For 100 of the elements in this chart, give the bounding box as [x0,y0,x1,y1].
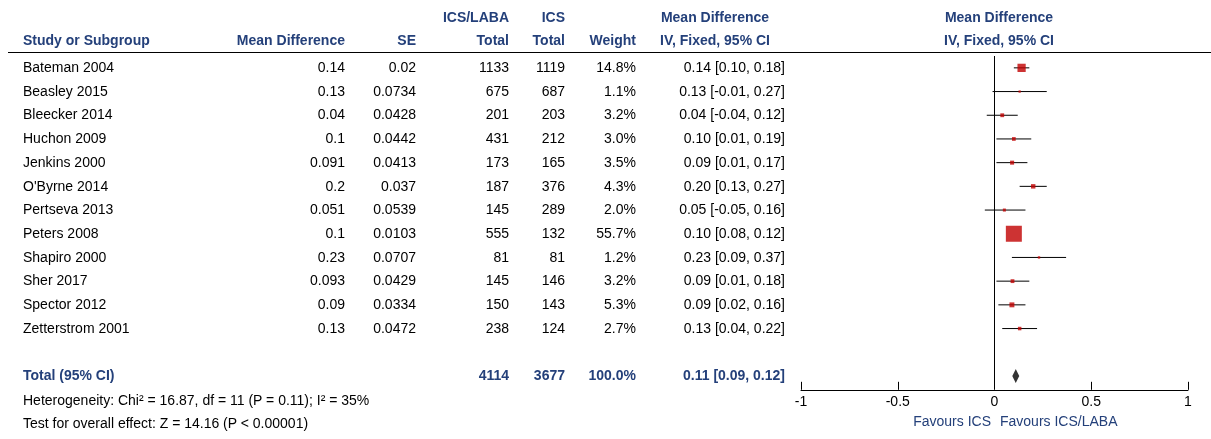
data-label: 0.09 [0.01, 0.17] [682,152,785,172]
data-label: 0.0734 [372,81,416,101]
legend-label: Mean Difference IV, Fixed, 95% CI [659,8,771,50]
category-label: Shapiro 2000 [23,247,107,267]
text: Study or Subgroup [23,31,150,50]
text: Test for overall effect: Z = 14.16 (P < 0.00001) [23,414,309,433]
data-label: 0.051 [308,200,345,220]
data-label: 0.0103 [372,223,416,243]
data-label: 0.13 [316,318,345,338]
data-label: 124 [540,318,565,338]
data-label: 0.14 [0.10, 0.18] [682,58,785,77]
data-label: 173 [484,152,509,172]
data-label: 143 [540,295,565,314]
data-label: 0.11 [0.09, 0.12] [682,366,785,386]
category-label: Pertseva 2013 [23,200,114,220]
category-label: Bleecker 2014 [23,105,113,125]
x-tick-label: -0.5 [885,392,911,409]
data-label: 0.0429 [372,271,416,291]
data-label: 555 [484,223,509,243]
data-label: 203 [540,105,565,125]
data-label: 0.093 [308,271,345,291]
data-label: 212 [540,129,565,149]
data-label: 1.1% [603,81,636,101]
data-label: 0.037 [379,176,416,196]
text: Heterogeneity: Chi² = 16.87, df = 11 (P = 0.11); I² = 35% [23,391,370,410]
category-label: Spector 2012 [23,295,107,314]
data-label: 55.7% [595,223,636,243]
category-label: Total (95% CI) [23,366,115,386]
data-label: 165 [540,152,565,172]
data-label: 150 [484,295,509,314]
data-label: 3.2% [603,271,636,291]
data-label: 0.091 [308,152,345,172]
x-tick-label: 0 [990,392,999,409]
category-label: Beasley 2015 [23,81,108,101]
data-label: 0.04 [316,105,345,125]
data-label: 0.13 [316,81,345,101]
data-label: 100.0% [587,366,636,386]
data-label: 1.2% [603,247,636,267]
data-label: 1133 [477,58,509,77]
data-label: 0.05 [-0.05, 0.16] [678,200,785,220]
data-label: 0.2 [324,176,345,196]
data-label: 14.8% [595,58,636,77]
data-label: 132 [540,223,565,243]
data-label: 0.23 [0.09, 0.37] [682,247,785,267]
data-label: 0.23 [316,247,345,267]
data-label: 0.0472 [372,318,416,338]
category-label: Bateman 2004 [23,58,115,77]
data-label: 3677 [532,366,565,386]
data-label: 0.09 [0.02, 0.16] [682,295,785,314]
legend-label: ICS Total [532,9,565,48]
data-label: 289 [540,200,565,220]
data-label: 81 [492,247,509,267]
data-label: 81 [548,247,565,267]
data-label: 3.0% [603,129,636,149]
data-label: 0.20 [0.13, 0.27] [682,176,785,196]
data-label: 2.7% [603,318,636,338]
data-label: 0.09 [316,295,345,314]
data-label: 187 [484,176,509,196]
data-label: 4114 [477,366,509,386]
text: Favours ICS [913,413,992,429]
data-label: 145 [484,271,509,291]
category-label: Huchon 2009 [23,129,107,149]
data-label: 3.2% [603,105,636,125]
data-label: 2.0% [603,200,636,220]
data-label: 146 [540,271,565,291]
data-label: 0.0413 [372,152,416,172]
data-label: 431 [484,129,509,149]
chart-title: Mean Difference IV, Fixed, 95% CI [944,8,1054,48]
data-label: 0.02 [387,58,416,77]
data-label: 0.14 [316,58,345,77]
data-label: 4.3% [603,176,636,196]
category-label: Zetterstrom 2001 [23,318,130,338]
data-label: 0.0442 [372,129,416,149]
data-label: 0.1 [324,223,345,243]
data-label: 0.1 [324,129,345,149]
category-label: Peters 2008 [23,223,99,243]
data-label: 0.0539 [372,200,416,220]
data-label: 675 [484,81,509,101]
text: Favours ICS/LABA [1000,413,1119,429]
data-label: 0.0707 [372,247,416,267]
data-label: 0.0428 [372,105,416,125]
data-label: 238 [484,318,509,338]
data-label: 5.3% [603,295,636,314]
x-tick-label: 0.5 [1081,392,1102,409]
data-label: 0.10 [0.01, 0.19] [682,129,785,149]
category-label: O'Byrne 2014 [23,176,109,196]
data-label: 0.09 [0.01, 0.18] [682,271,785,291]
data-label: 1119 [534,58,565,77]
data-label: 3.5% [603,152,636,172]
legend-label: Weight [589,32,636,48]
data-label: 0.13 [-0.01, 0.27] [678,81,785,101]
legend-label: SE [397,32,416,48]
data-label: 0.13 [0.04, 0.22] [682,318,785,338]
data-label: 0.0334 [372,295,416,314]
data-label: 145 [484,200,509,220]
data-label: 376 [540,176,565,196]
category-label: Sher 2017 [23,271,88,291]
legend-label: Mean Difference [235,31,345,50]
data-label: 0.04 [-0.04, 0.12] [678,105,785,125]
x-tick-label: 1 [1184,392,1193,409]
